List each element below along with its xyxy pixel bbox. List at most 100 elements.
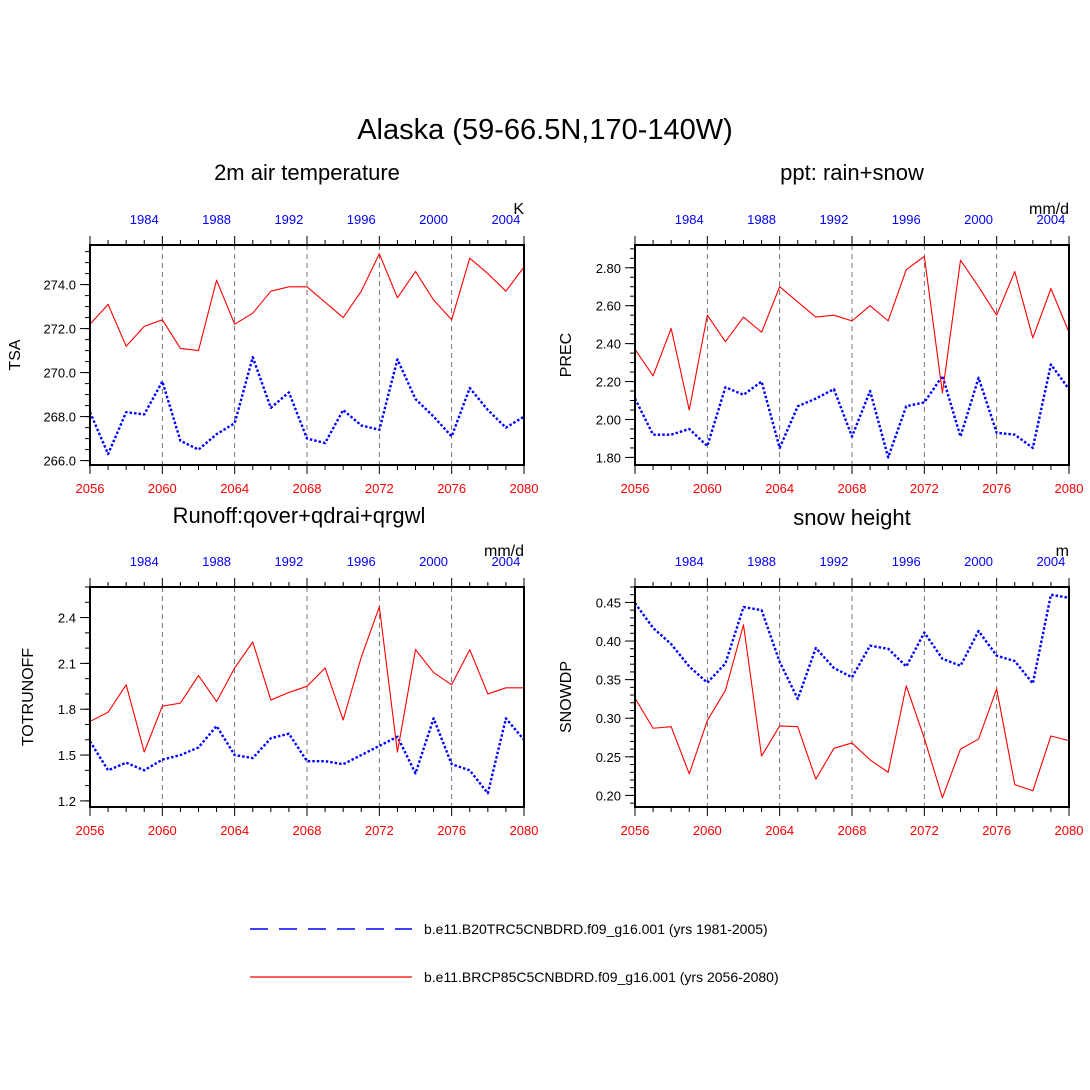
x-tick-label-top: 1992 (274, 212, 303, 227)
panel-title: Runoff:qover+qdrai+qrgwl (173, 503, 426, 528)
x-tick-label-top: 1984 (130, 554, 159, 569)
x-tick-label: 2080 (510, 823, 539, 838)
y-tick-label: 272.0 (43, 322, 76, 337)
x-tick-label: 2076 (437, 823, 466, 838)
x-tick-label: 2068 (838, 481, 867, 496)
y-tick-label: 0.30 (596, 711, 621, 726)
y-tick-label: 2.20 (596, 375, 621, 390)
x-tick-label-top: 1996 (347, 554, 376, 569)
x-tick-label: 2060 (693, 823, 722, 838)
x-tick-label-top: 2000 (419, 212, 448, 227)
x-tick-label-top: 1992 (819, 212, 848, 227)
x-tick-label-top: 1988 (747, 554, 776, 569)
x-tick-label-top: 2004 (491, 554, 520, 569)
y-tick-label: 1.8 (58, 702, 76, 717)
x-tick-label-top: 1996 (347, 212, 376, 227)
panel-snowdp: snow height m SNOWDP 2056 2060 2064 2068 207… (558, 505, 1083, 838)
y-tick-label: 0.45 (596, 595, 621, 610)
y-tick-label: 2.60 (596, 299, 621, 314)
y-tick-label: 1.5 (58, 748, 76, 763)
series-line-rcp85 (634, 255, 1070, 411)
y-tick-label: 270.0 (43, 366, 76, 381)
main-title: Alaska (59-66.5N,170-140W) (357, 114, 733, 146)
x-tick-label: 2080 (510, 481, 539, 496)
x-tick-label: 2056 (621, 481, 650, 496)
x-tick-label-top: 1988 (202, 212, 231, 227)
series-line-historical (88, 717, 525, 795)
x-tick-label-top: 2004 (491, 212, 520, 227)
x-tick-label: 2072 (365, 823, 394, 838)
y-tick-label: 274.0 (43, 278, 76, 293)
x-tick-label: 2056 (76, 481, 105, 496)
y-tick-label: 2.4 (58, 611, 76, 626)
y-tick-label: 2.40 (596, 337, 621, 352)
x-tick-label: 2068 (293, 823, 322, 838)
y-axis-label: TSA (7, 339, 24, 370)
x-tick-label-top: 1984 (675, 554, 704, 569)
y-axis-label: TOTRUNOFF (20, 648, 37, 747)
x-tick-label-top: 1992 (274, 554, 303, 569)
units-label: m (1056, 543, 1069, 560)
series-line-historical (634, 593, 1070, 701)
y-tick-label: 0.35 (596, 673, 621, 688)
x-tick-label: 2076 (982, 481, 1011, 496)
x-tick-label-top: 2004 (1036, 554, 1065, 569)
x-tick-label: 2068 (293, 481, 322, 496)
legend-label-historical: b.e11.B20TRC5CNBDRD.f09_g16.001 (yrs 198… (424, 921, 768, 937)
series-line-historical (88, 356, 525, 456)
x-tick-label: 2064 (765, 823, 794, 838)
x-tick-label: 2060 (693, 481, 722, 496)
y-tick-label: 268.0 (43, 410, 76, 425)
x-tick-label-top: 1988 (202, 554, 231, 569)
y-tick-label: 1.80 (596, 450, 621, 465)
series-line-rcp85 (634, 624, 1070, 799)
panel-totrunoff: Runoff:qover+qdrai+qrgwl mm/d TOTRUNOFF … (20, 503, 538, 838)
y-tick-label: 0.20 (596, 788, 621, 803)
x-tick-label-top: 2000 (964, 212, 993, 227)
y-axis-label: SNOWDP (558, 661, 575, 733)
x-tick-label: 2076 (982, 823, 1011, 838)
y-tick-label: 2.80 (596, 261, 621, 276)
panel-title: snow height (793, 505, 910, 530)
x-tick-label-top: 2004 (1036, 212, 1065, 227)
x-tick-label: 2068 (838, 823, 867, 838)
legend: b.e11.B20TRC5CNBDRD.f09_g16.001 (yrs 198… (250, 921, 779, 985)
x-tick-label: 2060 (148, 481, 177, 496)
x-tick-label-top: 1984 (675, 212, 704, 227)
x-tick-label-top: 1992 (819, 554, 848, 569)
x-tick-label: 2056 (76, 823, 105, 838)
x-tick-label: 2072 (365, 481, 394, 496)
x-tick-label: 2060 (148, 823, 177, 838)
panel-title: ppt: rain+snow (780, 160, 924, 185)
x-tick-label: 2072 (910, 823, 939, 838)
x-tick-label: 2064 (220, 481, 249, 496)
x-tick-label-top: 1988 (747, 212, 776, 227)
x-tick-label-top: 1996 (892, 212, 921, 227)
x-tick-label-top: 1984 (130, 212, 159, 227)
x-tick-label: 2076 (437, 481, 466, 496)
y-tick-label: 266.0 (43, 454, 76, 469)
units-label: mm/d (1029, 201, 1069, 218)
x-tick-label-top: 1996 (892, 554, 921, 569)
x-tick-label: 2064 (765, 481, 794, 496)
x-tick-label: 2080 (1055, 823, 1084, 838)
y-axis-label: PREC (558, 333, 575, 377)
x-tick-label: 2080 (1055, 481, 1084, 496)
y-tick-label: 2.00 (596, 412, 621, 427)
x-tick-label: 2064 (220, 823, 249, 838)
legend-label-rcp85: b.e11.BRCP85C5CNBDRD.f09_g16.001 (yrs 20… (424, 969, 779, 985)
y-tick-label: 1.2 (58, 794, 76, 809)
x-tick-label-top: 2000 (964, 554, 993, 569)
units-label: mm/d (484, 543, 524, 560)
x-tick-label: 2056 (621, 823, 650, 838)
series-line-historical (633, 363, 1070, 459)
y-tick-label: 0.25 (596, 750, 621, 765)
units-label: K (513, 201, 524, 218)
series-line-rcp85 (89, 606, 524, 753)
y-tick-label: 2.1 (58, 656, 76, 671)
x-tick-label: 2072 (910, 481, 939, 496)
panel-title: 2m air temperature (214, 160, 400, 185)
y-tick-label: 0.40 (596, 634, 621, 649)
x-tick-label-top: 2000 (419, 554, 448, 569)
